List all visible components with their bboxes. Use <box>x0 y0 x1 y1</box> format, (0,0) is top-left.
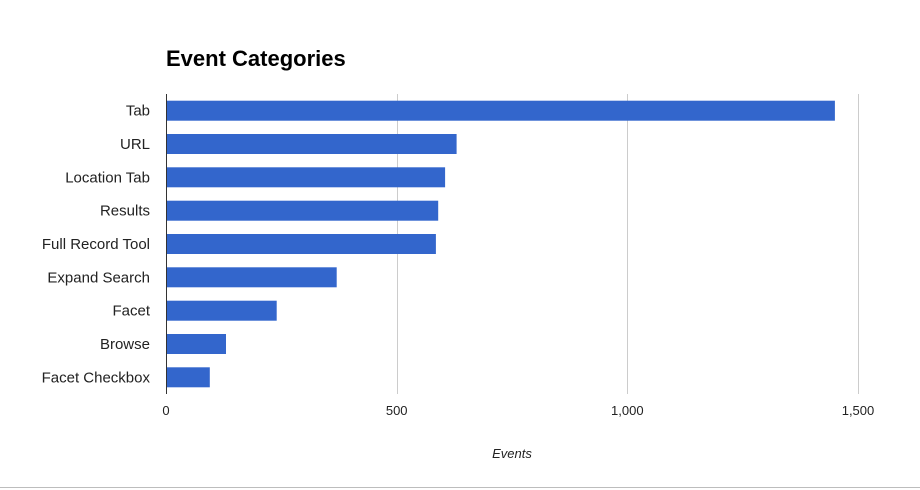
bottom-divider <box>0 487 920 488</box>
category-label: Tab <box>126 103 150 120</box>
chart-title: Event Categories <box>166 46 346 71</box>
category-label: Facet <box>112 303 150 320</box>
category-label: Expand Search <box>47 269 150 286</box>
category-labels: Tab URL Location Tab Results Full Record Too… <box>42 103 151 387</box>
bars <box>166 100 835 388</box>
category-label: Location Tab <box>65 169 150 186</box>
x-tick-label: 1,500 <box>842 403 875 418</box>
category-label: URL <box>120 136 150 153</box>
x-tick-label: 1,000 <box>611 403 644 418</box>
bar <box>166 134 457 154</box>
x-tick-labels: 0 500 1,000 1,500 <box>162 403 874 418</box>
bar <box>166 367 210 388</box>
x-axis-title: Events <box>492 446 532 461</box>
category-label: Full Record Tool <box>42 236 150 253</box>
bar <box>166 234 436 254</box>
bar <box>166 167 446 188</box>
bar <box>166 200 439 221</box>
category-label: Facet Checkbox <box>42 369 151 386</box>
x-tick-label: 0 <box>162 403 169 418</box>
category-label: Results <box>100 203 150 220</box>
x-tick-label: 500 <box>386 403 408 418</box>
category-label: Browse <box>100 336 150 353</box>
bar <box>166 267 337 288</box>
bar <box>166 300 277 321</box>
bar <box>166 100 835 121</box>
bar <box>166 334 226 354</box>
gridlines <box>397 94 859 394</box>
